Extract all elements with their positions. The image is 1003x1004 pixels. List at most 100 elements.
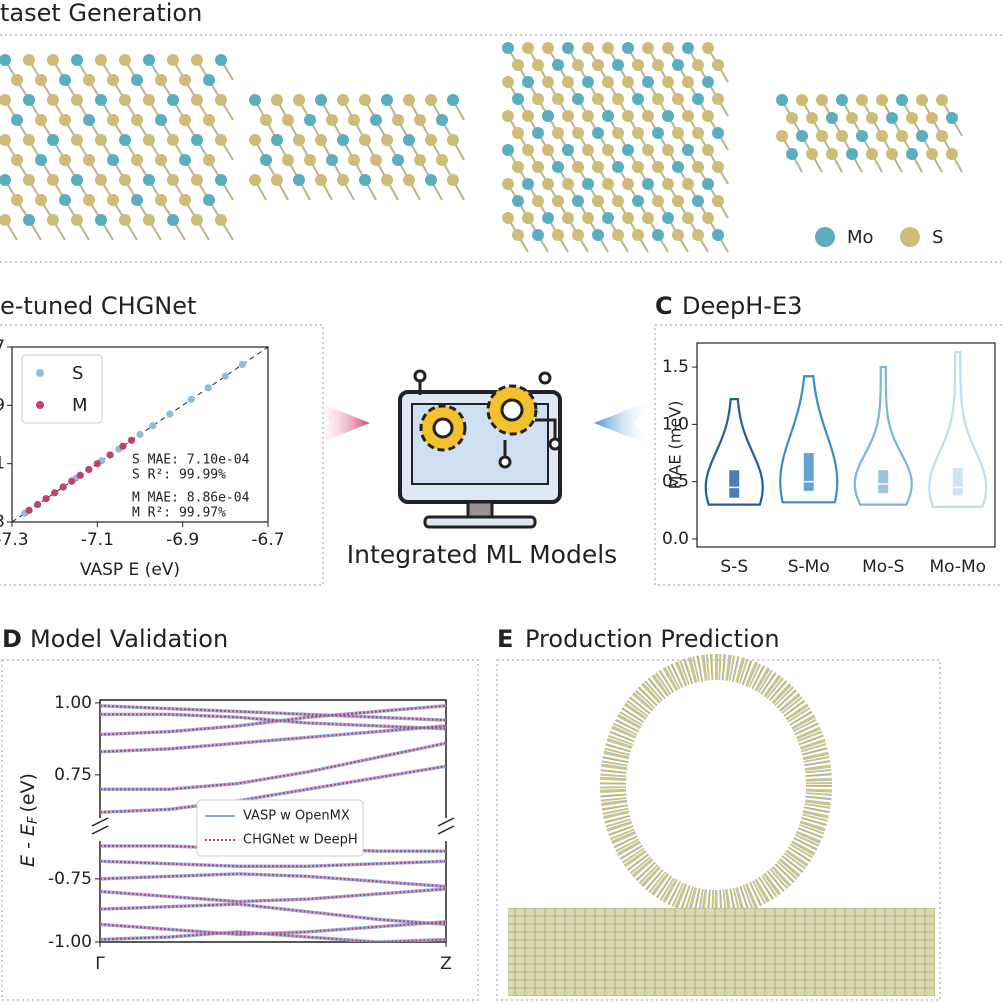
y-tick-label: -0.75: [48, 869, 92, 889]
x-tick-label: Z: [440, 954, 452, 974]
violin: [853, 365, 913, 506]
atom: [702, 144, 714, 156]
y-tick-label: 0.75: [54, 765, 92, 785]
nanotube: [508, 654, 935, 996]
atom: [95, 134, 107, 146]
atom: [916, 94, 928, 106]
legend-label: Mo: [847, 227, 874, 248]
panel-letter: C: [655, 292, 673, 320]
atom: [936, 130, 948, 142]
atom: [916, 130, 928, 142]
panel-box: [0, 324, 324, 586]
atom: [95, 174, 107, 186]
atom: [816, 94, 828, 106]
atom: [662, 110, 674, 122]
atom: [632, 195, 644, 207]
panel-box: [654, 324, 1003, 586]
atom: [562, 76, 574, 88]
atom: [191, 54, 203, 66]
band-line: [100, 724, 446, 754]
atom: [71, 54, 83, 66]
atom: [326, 154, 338, 166]
atom: [260, 114, 272, 126]
atom: [337, 134, 349, 146]
legend-label: S: [72, 363, 83, 384]
atom: [447, 94, 459, 106]
atom: [119, 134, 131, 146]
point: [106, 451, 114, 459]
atom: [866, 148, 878, 160]
atom: [582, 144, 594, 156]
atom: [271, 174, 283, 186]
legend-box: [21, 354, 103, 424]
atom: [119, 214, 131, 226]
atom: [282, 154, 294, 166]
atom: [622, 110, 634, 122]
atom: [522, 144, 534, 156]
atom: [856, 94, 868, 106]
atom: [612, 59, 624, 71]
atom: [83, 154, 95, 166]
atom: [512, 229, 524, 241]
atom: [896, 130, 908, 142]
atom: [682, 42, 694, 54]
atom: [946, 148, 958, 160]
atom: [293, 134, 305, 146]
atom: [672, 195, 684, 207]
atom: [572, 195, 584, 207]
atom: [11, 154, 23, 166]
atom: [592, 195, 604, 207]
atom: [602, 144, 614, 156]
atom: [582, 110, 594, 122]
atom: [47, 214, 59, 226]
box: [803, 453, 814, 491]
atom: [436, 154, 448, 166]
atom: [447, 174, 459, 186]
atom: [692, 195, 704, 207]
atom: [403, 94, 415, 106]
atom: [215, 134, 227, 146]
atom: [776, 94, 788, 106]
atom: [642, 178, 654, 190]
atom: [662, 178, 674, 190]
atom: [179, 194, 191, 206]
point: [59, 483, 67, 491]
point: [127, 436, 136, 444]
atom: [167, 214, 179, 226]
box: [952, 467, 963, 496]
atom: [167, 134, 179, 146]
atom: [662, 144, 674, 156]
atom: [906, 112, 918, 124]
atom: [119, 94, 131, 106]
axis-break: [437, 817, 455, 835]
legend-marker: [36, 369, 44, 377]
y-label-sub: F: [26, 816, 41, 824]
atom: [315, 134, 327, 146]
atom: [622, 178, 634, 190]
atom: [846, 148, 858, 160]
atom: [47, 134, 59, 146]
atom: [203, 194, 215, 206]
atom: [522, 76, 534, 88]
violin: [928, 351, 988, 508]
atom: [119, 54, 131, 66]
atom: [542, 42, 554, 54]
band-line: [100, 920, 446, 936]
atom: [95, 94, 107, 106]
atom: [35, 194, 47, 206]
atom: [682, 110, 694, 122]
atom: [392, 154, 404, 166]
annotation: M R²: 99.97%: [132, 506, 226, 521]
atom: [293, 174, 305, 186]
legend-marker: [36, 401, 44, 409]
y-tick-label: 3: [0, 512, 5, 532]
atom: [572, 127, 584, 139]
atom: [692, 127, 704, 139]
atom: [522, 42, 534, 54]
atom: [582, 76, 594, 88]
atom: [562, 212, 574, 224]
atom: [83, 194, 95, 206]
atom: [542, 110, 554, 122]
atom: [131, 74, 143, 86]
atom: [143, 54, 155, 66]
